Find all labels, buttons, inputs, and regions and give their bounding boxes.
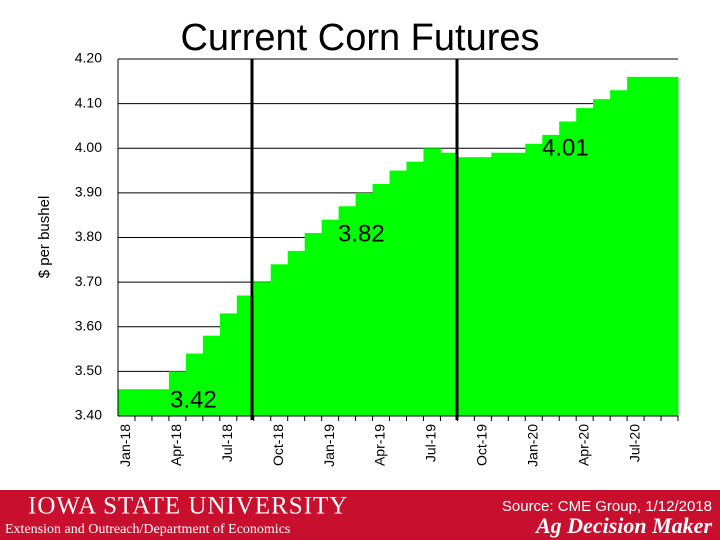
area-step	[508, 152, 526, 416]
area-step	[118, 389, 136, 416]
area-step	[389, 170, 407, 416]
annotation: 3.42	[170, 386, 217, 413]
brand: Ag Decision Maker	[534, 513, 712, 538]
area-step	[406, 161, 424, 416]
area-step	[151, 389, 170, 416]
area-step	[627, 76, 645, 416]
y-tick-label: 3.40	[75, 407, 102, 423]
chart-title: Current Corn Futures	[180, 17, 539, 59]
x-tick-label: Apr-19	[372, 424, 388, 466]
y-tick-label: 3.90	[75, 184, 102, 200]
area-step	[236, 295, 255, 416]
area-step	[321, 219, 340, 416]
x-tick-label: Jan-19	[321, 424, 337, 467]
y-tick-label: 3.60	[75, 317, 102, 333]
area-step	[219, 313, 238, 416]
x-tick-label: Jul-19	[423, 424, 439, 462]
area-step	[287, 250, 306, 416]
department: Extension and Outreach/Department of Eco…	[5, 522, 290, 537]
y-tick-label: 4.20	[75, 50, 102, 66]
area-step	[661, 76, 679, 416]
area-step	[253, 282, 272, 416]
area-step	[525, 143, 543, 416]
area-step	[372, 183, 391, 416]
x-tick-label: Oct-19	[474, 424, 490, 466]
annotation: 4.01	[542, 134, 589, 161]
university-name: Iowa State University	[28, 493, 348, 520]
annotation: 3.82	[338, 220, 385, 247]
area-step	[542, 134, 560, 417]
area-step	[491, 152, 509, 416]
y-axis-label: $ per bushel	[36, 196, 53, 279]
area-step	[593, 99, 611, 416]
area-step	[576, 108, 594, 417]
area-step	[202, 335, 221, 416]
x-tick-label: Apr-20	[575, 424, 591, 466]
y-tick-label: 3.50	[75, 362, 102, 378]
area-step	[644, 76, 662, 416]
plot-area: 3.40 3.50 3.60 3.70 3.80 3.90 4.00 4.10 4.20 Jan-…	[75, 50, 679, 467]
y-tick-label: 4.00	[75, 139, 102, 155]
footer-banner	[0, 490, 720, 540]
area-step	[270, 264, 289, 416]
area-step	[304, 233, 323, 416]
source: Source: CME Group, 1/12/2018	[502, 498, 712, 515]
area-step	[355, 192, 374, 416]
area-step	[185, 353, 204, 416]
x-tick-label: Jan-20	[524, 424, 540, 467]
y-tick-label: 3.80	[75, 228, 102, 244]
area-step	[440, 152, 458, 416]
x-tick-label: Apr-18	[168, 424, 184, 466]
area-step	[134, 389, 153, 416]
area-step	[610, 90, 628, 417]
area-step	[457, 157, 475, 417]
y-tick-label: 3.70	[75, 273, 102, 289]
x-tick-label: Jan-18	[117, 424, 133, 467]
area-step	[168, 371, 187, 416]
area-step	[423, 148, 441, 416]
x-tick-label: Oct-18	[270, 424, 286, 466]
y-tick-label: 4.10	[75, 94, 102, 110]
x-tick-label: Jul-18	[219, 424, 235, 462]
area-step	[338, 206, 357, 416]
area-step	[559, 121, 577, 416]
x-tick-label: Jul-20	[626, 424, 642, 462]
area-step	[474, 157, 492, 417]
